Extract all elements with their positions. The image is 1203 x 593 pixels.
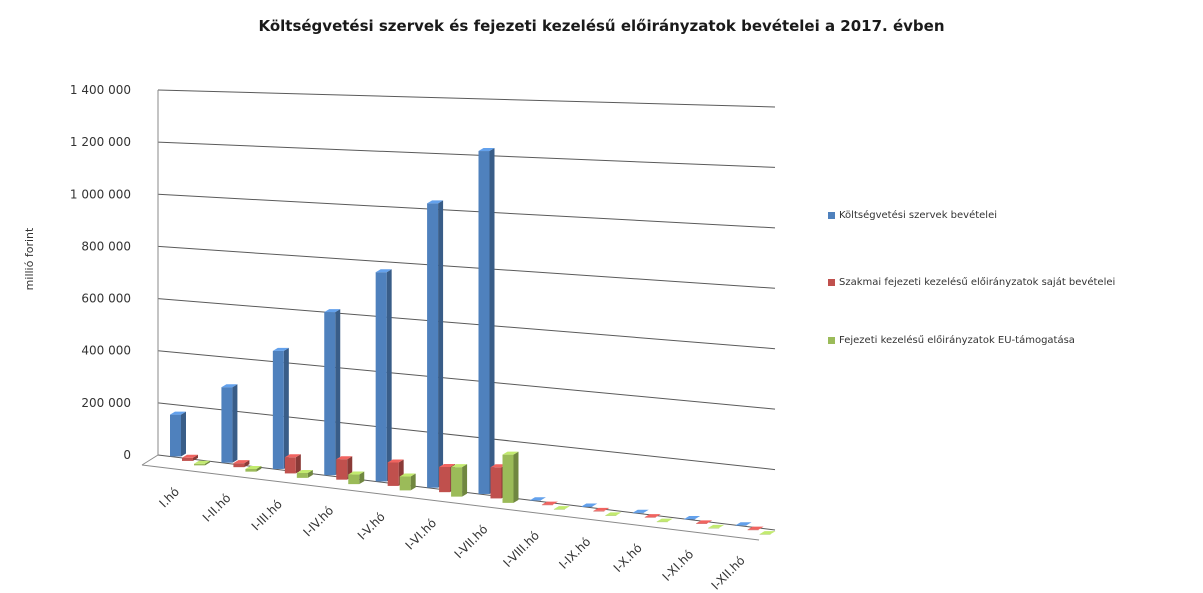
chart-title: Költségvetési szervek és fejezeti kezelé… [258,17,945,35]
x-tick-label: I.hó [156,485,182,511]
x-tick-label: I-VI.hó [403,516,440,553]
bar [375,269,392,482]
legend-item-series-2: Szakmai fejezeti kezelésű előirányzatok … [828,277,1115,288]
legend-swatch-series-2 [828,279,835,286]
legend-label-series-3: Fejezeti kezelésű előirányzatok EU-támog… [839,335,1075,346]
gridline [157,245,776,289]
bar [696,520,713,524]
y-tick-label: 0 [123,448,131,462]
bar [296,470,313,478]
gridline [157,89,776,108]
gridline [157,193,776,229]
floor-edge-line [141,454,159,466]
gridline [157,298,776,350]
y-tick-label: 600 000 [81,292,131,306]
bar [747,526,764,531]
bar [541,501,558,506]
gridline [157,350,776,410]
bar [656,518,673,523]
bar [708,524,725,529]
x-tick-label: I-XI.hó [660,547,697,584]
bar [759,531,776,535]
legend-label-series-1: Költségvetési szervek bevételei [839,210,998,221]
bar [529,497,546,501]
bar [644,514,661,518]
x-tick-label: I-IV.hó [300,503,336,539]
bar [324,309,341,476]
bar [182,454,198,461]
bar [272,347,289,469]
bar [684,515,701,520]
y-tick-label: 1 000 000 [70,187,131,201]
bar [735,522,752,526]
bar [245,465,262,472]
bar [605,512,622,516]
bar [233,460,250,468]
y-tick-label: 200 000 [81,396,131,410]
bar [632,509,649,514]
gridline [157,402,776,471]
x-axis-line [141,464,760,541]
bar [502,451,519,503]
x-tick-label: I-III.hó [249,497,285,533]
bar [348,471,365,485]
y-tick-label: 1 200 000 [70,135,131,149]
legend-swatch-series-1 [828,212,835,219]
x-tick-label: I-VII.hó [452,522,491,561]
x-tick-label: I-XII.hó [709,553,748,592]
x-tick-label: I-IX.hó [556,535,593,572]
bar [581,503,598,507]
x-tick-label: I-VIII.hó [500,528,542,570]
x-tick-label: I-V.hó [355,510,388,543]
bar [451,464,468,497]
legend-item-series-3: Fejezeti kezelésű előirányzatok EU-támog… [828,335,1075,346]
bar [553,506,570,510]
bar [399,473,416,491]
bar [427,200,444,488]
bar [170,411,186,457]
bar [221,384,238,463]
y-tick-label: 400 000 [81,344,131,358]
bar [284,454,301,474]
bar [194,460,210,466]
x-tick-label: I-X.hó [611,541,645,575]
x-tick-label: I-II.hó [200,491,234,525]
legend-label-series-2: Szakmai fejezeti kezelésű előirányzatok … [839,277,1116,288]
legend-item-series-1: Költségvetési szervek bevételei [828,210,997,221]
bar [478,148,495,494]
gridline [157,141,776,168]
y-tick-label: 800 000 [81,239,131,253]
y-tick-label: 1 400 000 [70,83,131,97]
bar [593,507,610,512]
legend-swatch-series-3 [828,337,835,344]
